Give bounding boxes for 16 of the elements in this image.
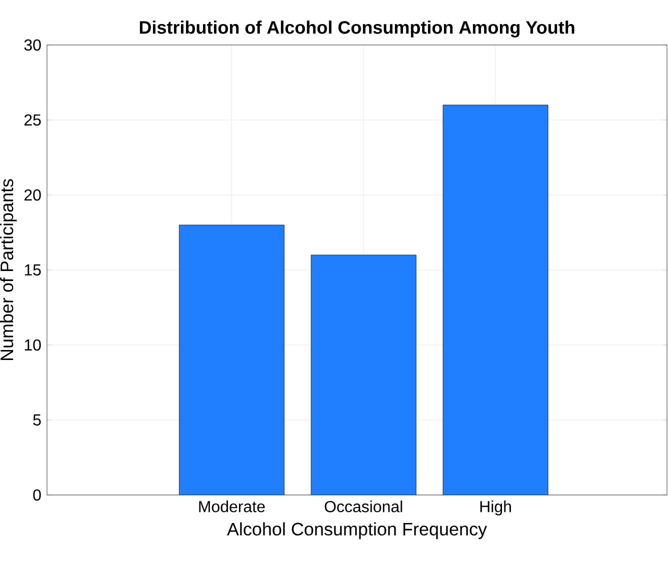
x-tick-label: Occasional [324, 500, 402, 512]
y-tick-label: 5 [33, 414, 41, 426]
x-tick-label: Moderate [199, 500, 265, 512]
y-tick-label: 25 [24, 114, 41, 126]
y-axis-title: Number of Participants [0, 179, 17, 360]
x-axis-title: Alcohol Consumption Frequency [226, 522, 487, 540]
x-tick-label: High [480, 500, 511, 516]
y-tick-label: 30 [24, 39, 41, 51]
y-tick-label: 20 [24, 189, 41, 201]
bar [442, 104, 548, 495]
bar [179, 224, 284, 495]
y-tick-label: 15 [24, 264, 41, 276]
bar [311, 254, 416, 495]
chart-title: Distribution of Alcohol Consumption Among Youth [140, 20, 574, 38]
y-tick-label: 0 [33, 489, 41, 501]
y-tick-label: 10 [24, 339, 41, 351]
